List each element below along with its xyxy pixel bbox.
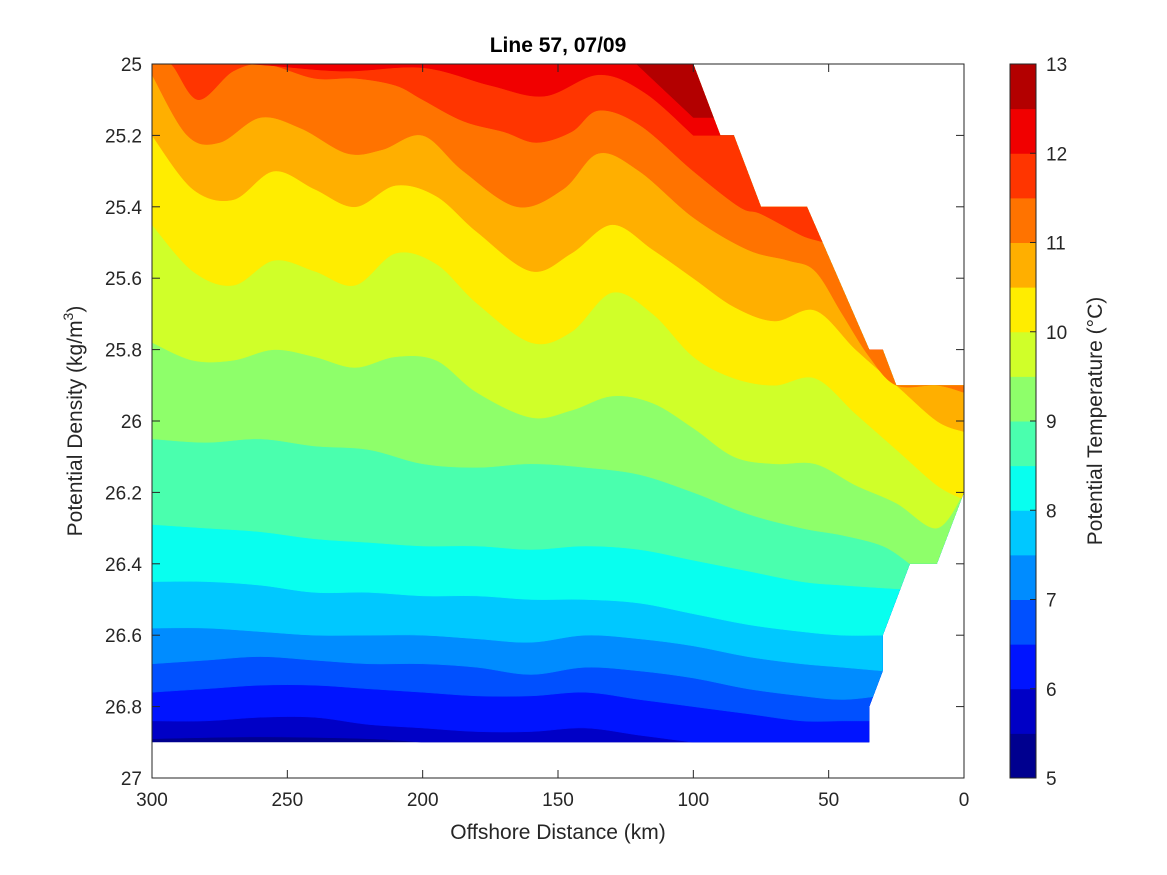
x-tick-label: 250 bbox=[271, 790, 303, 811]
colorbar-swatch bbox=[1010, 644, 1036, 690]
x-axis-ticks: 300 250 200 150 100 50 0 bbox=[136, 64, 969, 811]
colorbar-swatch bbox=[1010, 510, 1036, 556]
y-tick-label: 25.8 bbox=[105, 341, 142, 362]
x-tick-label: 100 bbox=[677, 790, 709, 811]
x-tick-label: 300 bbox=[136, 790, 168, 811]
x-tick-label: 0 bbox=[959, 790, 970, 811]
colorbar-swatch bbox=[1010, 733, 1036, 779]
y-tick-label: 26.6 bbox=[105, 626, 142, 647]
y-axis-label-main: Potential Density (kg/m bbox=[64, 320, 87, 536]
colorbar-tick-label: 9 bbox=[1046, 412, 1057, 433]
colorbar bbox=[1010, 64, 1036, 779]
colorbar-tick-label: 8 bbox=[1046, 501, 1057, 522]
colorbar-swatch bbox=[1010, 153, 1036, 199]
y-tick-label: 26.2 bbox=[105, 483, 142, 504]
colorbar-swatch bbox=[1010, 331, 1036, 377]
colorbar-tick-label: 13 bbox=[1046, 55, 1067, 76]
colorbar-swatch bbox=[1010, 376, 1036, 422]
colorbar-swatch bbox=[1010, 242, 1036, 288]
colorbar-swatch bbox=[1010, 421, 1036, 467]
colorbar-tick-label: 10 bbox=[1046, 323, 1067, 344]
y-tick-label: 26.8 bbox=[105, 698, 142, 719]
y-tick-label: 25.4 bbox=[105, 198, 142, 219]
colorbar-swatch bbox=[1010, 465, 1036, 511]
x-axis-label: Offshore Distance (km) bbox=[450, 821, 666, 844]
colorbar-tick-label: 5 bbox=[1046, 769, 1057, 790]
colorbar-tick-label: 11 bbox=[1046, 234, 1066, 255]
y-tick-label: 26 bbox=[121, 412, 142, 433]
colorbar-label: Potential Temperature (°C) bbox=[1084, 297, 1107, 545]
colorbar-swatch bbox=[1010, 197, 1036, 243]
colorbar-tick-label: 7 bbox=[1046, 591, 1057, 612]
y-tick-label: 25 bbox=[121, 55, 142, 76]
chart-title: Line 57, 07/09 bbox=[490, 34, 627, 57]
colorbar-ticks: 5 6 7 8 9 10 11 12 13 bbox=[1030, 55, 1067, 790]
x-tick-label: 200 bbox=[407, 790, 439, 811]
colorbar-swatch bbox=[1010, 688, 1036, 734]
y-axis-label-sup: 3 bbox=[60, 312, 76, 320]
x-tick-label: 150 bbox=[542, 790, 574, 811]
y-tick-label: 25.6 bbox=[105, 269, 142, 290]
x-tick-label: 50 bbox=[818, 790, 839, 811]
y-axis-label: Potential Density (kg/m3) bbox=[60, 306, 87, 537]
y-axis-label-close: ) bbox=[64, 306, 87, 313]
colorbar-swatch bbox=[1010, 599, 1036, 645]
colorbar-swatch bbox=[1010, 554, 1036, 600]
y-tick-label: 25.2 bbox=[105, 126, 142, 147]
y-tick-label: 27 bbox=[121, 769, 142, 790]
colorbar-tick-label: 6 bbox=[1046, 680, 1057, 701]
colorbar-tick-label: 12 bbox=[1046, 144, 1067, 165]
y-tick-label: 26.4 bbox=[105, 555, 142, 576]
colorbar-swatch bbox=[1010, 108, 1036, 154]
colorbar-swatch bbox=[1010, 287, 1036, 333]
colorbar-swatch bbox=[1010, 64, 1036, 110]
y-axis-ticks: 25 25.2 25.4 25.6 25.8 26 26.2 26.4 26.6 26.8 27 bbox=[105, 55, 964, 790]
